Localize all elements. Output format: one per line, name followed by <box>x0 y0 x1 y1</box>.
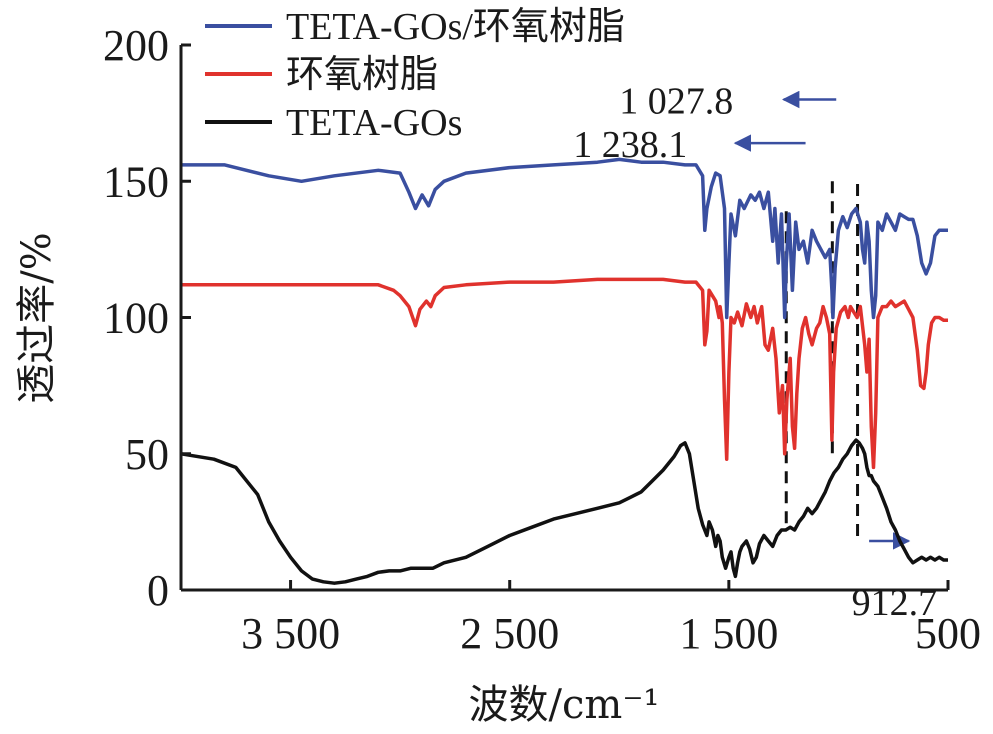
y-tick-label: 50 <box>125 430 169 479</box>
legend-label-2: 环氧树脂 <box>286 54 438 96</box>
x-axis-title: 波数/cm⁻¹ <box>469 682 660 728</box>
y-tick-label: 150 <box>103 157 169 206</box>
x-tick-label: 2 500 <box>460 609 559 658</box>
x-tick-label: 1 500 <box>679 609 778 658</box>
series-line-1 <box>181 157 948 320</box>
series-line-2 <box>181 277 948 470</box>
y-tick-label: 200 <box>103 21 169 70</box>
series-line-3 <box>180 438 948 585</box>
y-tick-label: 0 <box>147 566 169 615</box>
y-tick-label: 100 <box>103 294 169 343</box>
legend-label-1: TETA-GOs/环氧树脂 <box>286 6 625 48</box>
legend-label-3: TETA-GOs <box>286 102 462 144</box>
x-tick-label: 3 500 <box>241 609 340 658</box>
x-tick-label: 500 <box>915 609 981 658</box>
series-layer <box>180 157 948 585</box>
ticks: 0 50 100 150 200 3 500 2 500 1 500 500 <box>103 21 981 658</box>
y-axis-title: 透过率/% <box>14 232 60 403</box>
annotation-label: 1 027.8 <box>619 81 733 123</box>
